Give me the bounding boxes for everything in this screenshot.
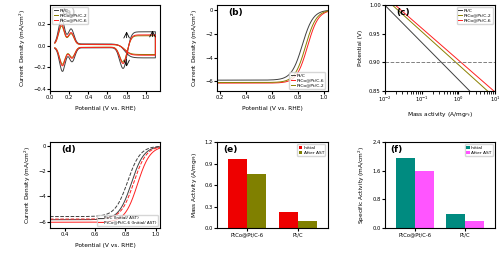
PtCo@Pt/C-6 <box>391 3 397 6</box>
PtCo@Pt/C-6 <box>488 87 494 90</box>
Pt/C <box>214 78 220 82</box>
Bar <box>415 171 434 228</box>
X-axis label: Potential (V vs. RHE): Potential (V vs. RHE) <box>74 243 136 248</box>
PtCo@Pt/C-2 <box>298 61 304 64</box>
Pt/C <box>280 77 285 80</box>
PtCo@Pt/C-2 <box>280 80 285 83</box>
Y-axis label: Mass Activity (A/mg$_{Pt}$): Mass Activity (A/mg$_{Pt}$) <box>190 152 200 218</box>
Legend: Pt/C, PtCo@Pt/C-2, PtCo@Pt/C-6: Pt/C, PtCo@Pt/C-2, PtCo@Pt/C-6 <box>52 8 88 24</box>
Pt/C <box>404 26 409 29</box>
Y-axis label: Current Density (mA/cm$^2$): Current Density (mA/cm$^2$) <box>17 9 28 87</box>
PtCo@Pt/C-6 <box>473 74 479 77</box>
PtCo@Pt/C-6 <box>488 87 494 90</box>
Line: PtCo@Pt/C-6: PtCo@Pt/C-6 <box>218 12 328 83</box>
Pt/C <box>405 27 411 30</box>
PtCo@Pt/C-6 <box>280 81 285 84</box>
Bar <box>465 221 484 228</box>
Pt/C <box>386 8 392 11</box>
PtCo@Pt/C-2 <box>324 10 330 13</box>
Y-axis label: Specific Activity (mA/cm$^2$): Specific Activity (mA/cm$^2$) <box>356 146 367 224</box>
Legend: Initial, After AST: Initial, After AST <box>298 145 326 156</box>
Legend: Initial, After AST: Initial, After AST <box>465 145 493 156</box>
Legend: Pt/C, PtCo@Pt/C-2, PtCo@Pt/C-6: Pt/C, PtCo@Pt/C-2, PtCo@Pt/C-6 <box>456 8 493 24</box>
Y-axis label: Current Density (mA/cm$^2$): Current Density (mA/cm$^2$) <box>22 146 32 224</box>
PtCo@Pt/C-6 <box>394 5 400 8</box>
PtCo@Pt/C-2 <box>424 34 430 38</box>
Text: (e): (e) <box>223 145 238 154</box>
Legend: Pt/C, PtCo@Pt/C-6, PtCo@Pt/C-2: Pt/C, PtCo@Pt/C-6, PtCo@Pt/C-2 <box>290 72 326 89</box>
Pt/C <box>234 78 240 82</box>
PtCo@Pt/C-6 <box>455 58 461 61</box>
X-axis label: Potential (V vs. RHE): Potential (V vs. RHE) <box>242 106 303 111</box>
PtCo@Pt/C-2 <box>288 76 294 80</box>
Pt/C <box>432 54 438 57</box>
Pt/C <box>467 90 473 93</box>
PtCo@Pt/C-6 <box>214 82 220 85</box>
Text: (d): (d) <box>61 145 76 154</box>
Y-axis label: Current Density (mA/cm$^2$): Current Density (mA/cm$^2$) <box>190 9 200 87</box>
Line: Pt/C: Pt/C <box>385 5 470 91</box>
PtCo@Pt/C-2 <box>434 44 440 47</box>
PtCo@Pt/C-6 <box>434 40 440 43</box>
Text: (a): (a) <box>61 8 76 17</box>
Text: (f): (f) <box>390 145 402 154</box>
PtCo@Pt/C-2 <box>214 81 220 84</box>
X-axis label: Potential (V vs. RHE): Potential (V vs. RHE) <box>74 106 136 111</box>
PtCo@Pt/C-2 <box>434 44 440 47</box>
PtCo@Pt/C-2 <box>264 81 270 84</box>
PtCo@Pt/C-6 <box>264 82 270 85</box>
Bar <box>248 174 266 228</box>
Line: Pt/C: Pt/C <box>218 11 328 80</box>
Pt/C <box>403 25 409 28</box>
PtCo@Pt/C-2 <box>234 81 240 84</box>
Pt/C <box>288 71 294 74</box>
X-axis label: Mass activity (A/mg$_{Pt}$): Mass activity (A/mg$_{Pt}$) <box>407 110 473 119</box>
Pt/C <box>264 78 270 82</box>
PtCo@Pt/C-2 <box>446 55 452 58</box>
Bar <box>396 158 415 228</box>
PtCo@Pt/C-2 <box>426 36 432 39</box>
Line: PtCo@Pt/C-2: PtCo@Pt/C-2 <box>392 4 488 91</box>
Text: (c): (c) <box>396 8 409 17</box>
PtCo@Pt/C-6 <box>298 66 304 69</box>
PtCo@Pt/C-2 <box>485 90 491 93</box>
Line: PtCo@Pt/C-2: PtCo@Pt/C-2 <box>218 11 328 83</box>
PtCo@Pt/C-2 <box>419 30 425 33</box>
PtCo@Pt/C-2 <box>242 81 248 84</box>
Bar <box>298 221 316 228</box>
Pt/C <box>242 78 248 82</box>
Text: (b): (b) <box>228 8 243 17</box>
Pt/C <box>406 28 412 31</box>
Pt/C <box>298 50 304 53</box>
PtCo@Pt/C-6 <box>242 82 248 85</box>
Line: PtCo@Pt/C-6: PtCo@Pt/C-6 <box>394 4 494 91</box>
Bar <box>278 212 297 228</box>
Bar <box>446 214 465 228</box>
Bar <box>228 159 248 228</box>
PtCo@Pt/C-6 <box>492 90 498 93</box>
Legend: Pt/C (Initial/ AST), PtCo@Pt/C-6 (Initial/ AST): Pt/C (Initial/ AST), PtCo@Pt/C-6 (Initia… <box>97 215 158 226</box>
PtCo@Pt/C-2 <box>388 3 394 6</box>
Pt/C <box>324 9 330 12</box>
PtCo@Pt/C-6 <box>288 78 294 81</box>
PtCo@Pt/C-6 <box>324 10 330 13</box>
Y-axis label: Potential (V): Potential (V) <box>358 30 364 66</box>
PtCo@Pt/C-6 <box>234 82 240 85</box>
Pt/C <box>382 4 388 7</box>
